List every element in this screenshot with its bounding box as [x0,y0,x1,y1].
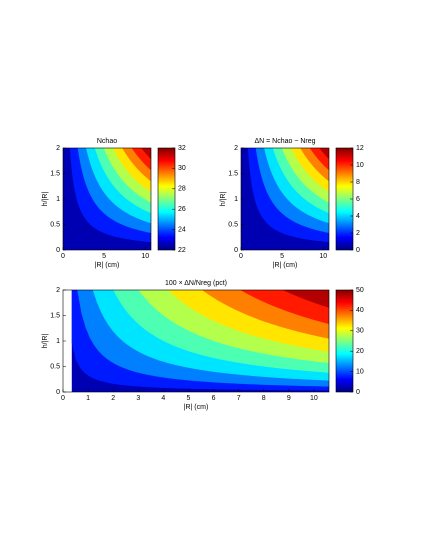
y-tick-label: 1 [56,196,60,203]
x-tick-label: 6 [212,395,216,402]
y-axis-label: h/|R| [220,192,227,207]
colorbar-tick-label: 24 [178,226,186,233]
y-tick-label: 1.5 [50,312,60,319]
y-tick-label: 2 [234,145,238,152]
x-tick-label: 4 [161,395,165,402]
y-tick-label: 2 [56,145,60,152]
x-axis-label: |R| (cm) [95,262,120,269]
x-tick-label: 7 [237,395,241,402]
colorbar-tick-label: 26 [178,206,186,213]
colorbar-tick-label: 12 [356,145,364,152]
colorbar-tick-label: 32 [178,145,186,152]
colorbar-tick-label: 40 [356,307,364,314]
colorbar-tick-label: 28 [178,186,186,193]
x-tick-label: 5 [102,253,106,260]
colorbar-tick-label: 30 [178,165,186,172]
colorbar-tick-label: 8 [356,179,360,186]
y-axis-label: h/|R| [42,192,49,207]
y-tick-label: 2 [56,287,60,294]
x-tick-label: 5 [187,395,191,402]
colorbar-tick-label: 10 [356,162,364,169]
x-tick-label: 3 [136,395,140,402]
colorbar-tick-label: 22 [178,247,186,254]
x-tick-label: 10 [310,395,318,402]
x-tick-label: 8 [262,395,266,402]
x-tick-label: 5 [280,253,284,260]
y-tick-label: 0 [234,247,238,254]
x-tick-label: 10 [141,253,149,260]
colorbar-tick-label: 4 [356,213,360,220]
x-axis-label: |R| (cm) [273,262,298,269]
y-tick-label: 1.5 [50,170,60,177]
x-axis-label: |R| (cm) [184,404,209,411]
chart-title: Nchao [97,138,117,145]
chart-title: 100 × ΔN/Nreg (pct) [165,280,227,287]
y-tick-label: 1 [234,196,238,203]
colorbar-tick-label: 0 [356,247,360,254]
y-tick-label: 0.5 [50,363,60,370]
contour-band [282,290,329,308]
y-tick-label: 1.5 [228,170,238,177]
colorbar-tick-label: 2 [356,230,360,237]
y-axis-label: h/|R| [42,334,49,349]
colorbar-tick-label: 20 [356,348,364,355]
y-tick-label: 0.5 [50,221,60,228]
contour-band [141,148,151,160]
colorbar-tick-label: 50 [356,287,364,294]
x-tick-label: 2 [111,395,115,402]
x-tick-label: 0 [61,253,65,260]
colorbar-tick-label: 10 [356,368,364,375]
contour-band [319,148,329,160]
y-tick-label: 0 [56,247,60,254]
x-tick-label: 9 [287,395,291,402]
colorbar-tick-label: 30 [356,328,364,335]
x-tick-label: 1 [86,395,90,402]
colorbar [335,289,354,393]
chart-title: ΔN = Nchao − Nreg [254,138,315,145]
x-tick-label: 10 [319,253,327,260]
y-tick-label: 0.5 [228,221,238,228]
x-tick-label: 0 [61,395,65,402]
y-tick-label: 1 [56,338,60,345]
x-tick-label: 0 [239,253,243,260]
colorbar [157,147,176,251]
colorbar-tick-label: 6 [356,196,360,203]
colorbar-tick-label: 0 [356,389,360,396]
y-tick-label: 0 [56,389,60,396]
